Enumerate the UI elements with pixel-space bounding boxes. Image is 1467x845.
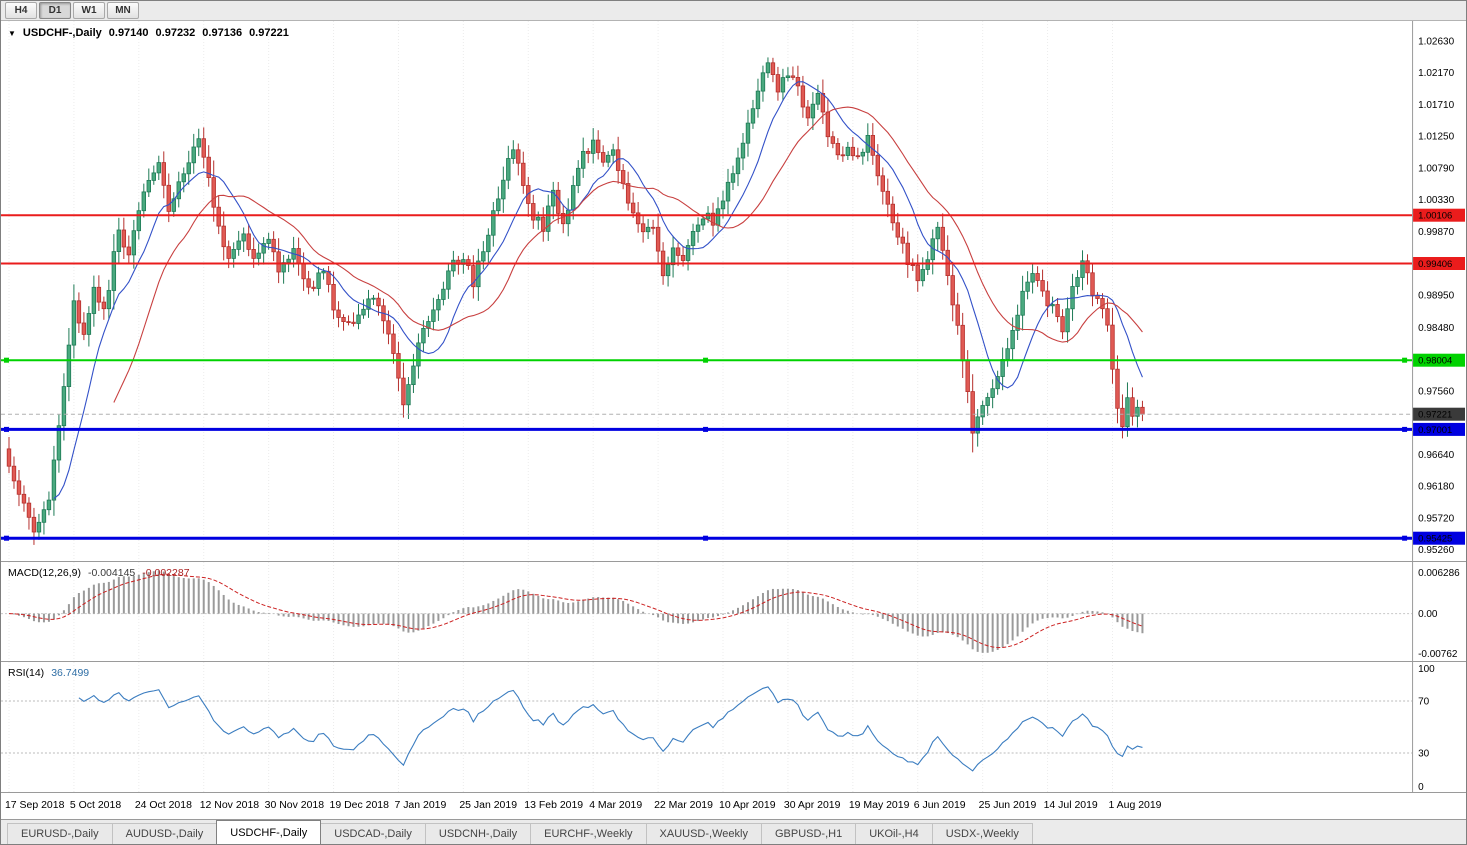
ma-slow-line [113, 106, 1143, 403]
chart-tab-eurchf-weekly[interactable]: EURCHF-,Weekly [530, 823, 647, 844]
svg-text:0.95720: 0.95720 [1418, 513, 1455, 524]
line-handle[interactable] [703, 535, 709, 541]
svg-text:1.02630: 1.02630 [1418, 36, 1455, 47]
svg-text:30 Nov 2018: 30 Nov 2018 [265, 800, 325, 811]
date-axis-labels: 17 Sep 2018 5 Oct 2018 24 Oct 2018 12 Nov 2… [5, 800, 1162, 811]
chart-tab-ukoil-h4[interactable]: UKOil-,H4 [855, 823, 933, 844]
svg-text:0.00: 0.00 [1418, 609, 1438, 620]
svg-text:0.95260: 0.95260 [1418, 545, 1455, 556]
ma-fast-line [53, 81, 1143, 500]
svg-text:19 Dec 2018: 19 Dec 2018 [330, 800, 390, 811]
line-handle[interactable] [3, 357, 9, 363]
svg-text:13 Feb 2019: 13 Feb 2019 [524, 800, 583, 811]
tf-button-mn[interactable]: MN [107, 2, 139, 19]
svg-text:100: 100 [1418, 664, 1435, 675]
svg-text:19 May 2019: 19 May 2019 [849, 800, 910, 811]
chart-canvas[interactable]: 1.02630 1.02170 1.01710 1.01250 1.00790 1.003… [1, 21, 1466, 819]
svg-text:6 Jun 2019: 6 Jun 2019 [914, 800, 966, 811]
svg-text:0.97001: 0.97001 [1418, 425, 1452, 436]
svg-text:30: 30 [1418, 748, 1430, 759]
svg-text:22 Mar 2019: 22 Mar 2019 [654, 800, 713, 811]
chart-tab-usdx-weekly[interactable]: USDX-,Weekly [931, 823, 1033, 844]
svg-text:12 Nov 2018: 12 Nov 2018 [200, 800, 260, 811]
svg-text:0: 0 [1418, 782, 1424, 793]
svg-text:7 Jan 2019: 7 Jan 2019 [394, 800, 446, 811]
chart-tab-usdcad-daily[interactable]: USDCAD-,Daily [320, 823, 426, 844]
tf-button-h4[interactable]: H4 [5, 2, 37, 19]
line-handle[interactable] [3, 535, 9, 541]
line-handle[interactable] [1402, 357, 1408, 363]
svg-text:0.006286: 0.006286 [1418, 568, 1460, 579]
svg-text:17 Sep 2018: 17 Sep 2018 [5, 800, 65, 811]
chart-tab-gbpusd-h1[interactable]: GBPUSD-,H1 [760, 823, 857, 844]
svg-text:24 Oct 2018: 24 Oct 2018 [135, 800, 192, 811]
svg-text:14 Jul 2019: 14 Jul 2019 [1044, 800, 1098, 811]
line-handle[interactable] [3, 426, 9, 432]
svg-text:1.00790: 1.00790 [1418, 163, 1455, 174]
svg-text:70: 70 [1418, 696, 1430, 707]
svg-text:10 Apr 2019: 10 Apr 2019 [719, 800, 776, 811]
svg-text:25 Jun 2019: 25 Jun 2019 [979, 800, 1037, 811]
line-handle[interactable] [1402, 535, 1408, 541]
chart-tab-usdcnh-daily[interactable]: USDCNH-,Daily [424, 823, 532, 844]
macd-axis-labels: 0.006286 0.00 -0.00762 [1418, 568, 1460, 660]
svg-text:0.95425: 0.95425 [1418, 534, 1452, 545]
svg-text:0.97221: 0.97221 [1418, 410, 1452, 421]
svg-text:25 Jan 2019: 25 Jan 2019 [459, 800, 517, 811]
svg-text:5 Oct 2018: 5 Oct 2018 [70, 800, 121, 811]
line-handle[interactable] [703, 426, 709, 432]
rsi-line [78, 686, 1143, 772]
price-badges: 1.00106 0.99406 0.98004 0.97001 0.95425 0.972… [1413, 208, 1466, 545]
price-chart-svg: 1.02630 1.02170 1.01710 1.01250 1.00790 1.003… [1, 21, 1466, 811]
svg-text:0.99406: 0.99406 [1418, 259, 1452, 270]
svg-text:0.98004: 0.98004 [1418, 356, 1452, 367]
tf-button-d1[interactable]: D1 [39, 2, 71, 19]
chart-tab-xauusd-weekly[interactable]: XAUUSD-,Weekly [645, 823, 762, 844]
macd-histogram [12, 570, 1144, 653]
tf-button-w1[interactable]: W1 [73, 2, 105, 19]
svg-text:1.00106: 1.00106 [1418, 211, 1452, 222]
svg-text:0.96640: 0.96640 [1418, 450, 1455, 461]
chart-tab-audusd-daily[interactable]: AUDUSD-,Daily [111, 823, 218, 844]
svg-text:0.98480: 0.98480 [1418, 323, 1455, 334]
timeframe-toolbar: H4 D1 W1 MN [1, 1, 1466, 21]
svg-text:1.02170: 1.02170 [1418, 68, 1455, 79]
rsi-level-lines [1, 700, 1413, 754]
svg-text:1 Aug 2019: 1 Aug 2019 [1108, 800, 1161, 811]
svg-text:1.01250: 1.01250 [1418, 132, 1455, 143]
line-handle[interactable] [703, 357, 709, 363]
svg-text:-0.00762: -0.00762 [1418, 649, 1458, 660]
line-handle[interactable] [1402, 426, 1408, 432]
panel-separators[interactable] [1, 21, 1466, 793]
svg-text:0.99870: 0.99870 [1418, 227, 1455, 238]
macd-signal-line [8, 573, 1143, 649]
svg-text:30 Apr 2019: 30 Apr 2019 [784, 800, 841, 811]
svg-text:0.96180: 0.96180 [1418, 482, 1455, 493]
chart-tab-usdchf-daily[interactable]: USDCHF-,Daily [216, 820, 322, 844]
chart-tabs-bar: EURUSD-,Daily AUDUSD-,Daily USDCHF-,Daily U… [1, 819, 1466, 844]
price-axis-labels: 1.02630 1.02170 1.01710 1.01250 1.00790 1.003… [1418, 36, 1455, 556]
grid-lines [8, 21, 1113, 792]
chart-tab-eurusd-daily[interactable]: EURUSD-,Daily [7, 823, 113, 844]
candlestick-series [6, 57, 1145, 545]
svg-text:1.01710: 1.01710 [1418, 100, 1455, 111]
svg-text:1.00330: 1.00330 [1418, 195, 1455, 206]
svg-text:4 Mar 2019: 4 Mar 2019 [589, 800, 642, 811]
svg-text:0.97560: 0.97560 [1418, 386, 1455, 397]
svg-text:0.98950: 0.98950 [1418, 290, 1455, 301]
rsi-axis-labels: 100 70 30 0 [1418, 664, 1435, 793]
